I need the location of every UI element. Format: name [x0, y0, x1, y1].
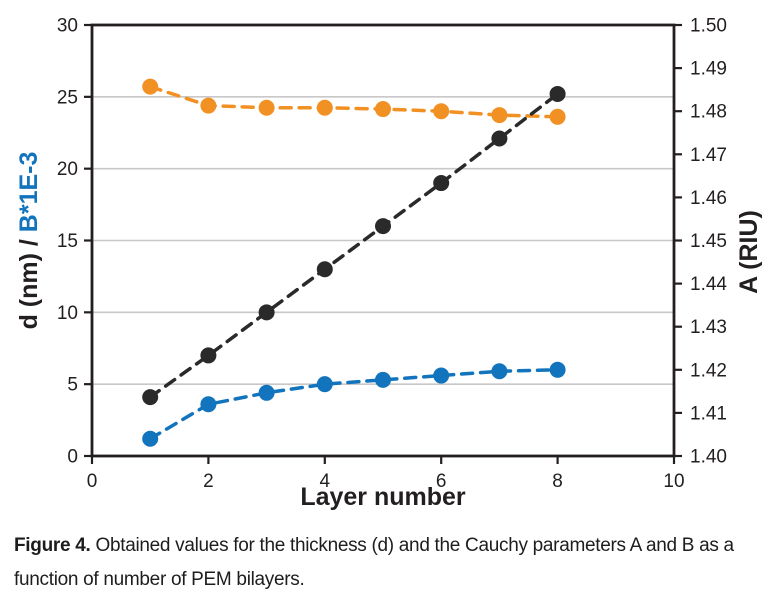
left-axis-title: d (nm) / B*1E-3 — [15, 152, 43, 330]
right-axis-tick-label: 1.46 — [690, 188, 727, 209]
left-axis-tick-label: 10 — [57, 303, 78, 324]
right-axis-tick-label: 1.44 — [690, 274, 727, 295]
data-point — [433, 367, 450, 384]
data-point — [258, 99, 275, 116]
data-point — [142, 389, 159, 406]
right-axis-tick-label: 1.40 — [690, 447, 727, 468]
chart-canvas: 0510152025301.401.411.421.431.441.451.46… — [15, 16, 763, 512]
right-axis-tick-label: 1.47 — [690, 145, 727, 166]
x-axis-tick-label: 6 — [436, 471, 447, 492]
data-point — [491, 107, 508, 124]
left-axis-tick-label: 25 — [57, 87, 78, 108]
right-axis-tick-label: 1.48 — [690, 102, 727, 123]
right-axis-tick-label: 1.43 — [690, 317, 727, 338]
data-point — [549, 85, 566, 102]
data-point — [549, 108, 566, 125]
right-axis-title-group: A (RIU) — [735, 210, 763, 294]
data-point — [433, 175, 450, 192]
data-point — [375, 218, 391, 235]
series-line — [148, 368, 560, 441]
x-axis-tick-label: 10 — [663, 471, 684, 492]
x-axis-title: Layer number — [300, 483, 466, 511]
left-axis-title-d: d (nm) / — [15, 232, 43, 329]
left-axis-tick-label: 30 — [57, 16, 78, 37]
figure-caption: Figure 4. Obtained values for the thickn… — [0, 529, 782, 597]
data-point — [316, 376, 333, 393]
right-axis-tick-label: 1.49 — [690, 59, 727, 80]
data-point — [142, 430, 159, 447]
data-point — [200, 347, 217, 364]
data-point — [316, 99, 333, 116]
x-axis-tick-label: 4 — [320, 471, 331, 492]
data-point — [200, 97, 217, 114]
left-axis-title-group: d (nm) / B*1E-3 — [15, 152, 43, 330]
right-axis-tick-label: 1.41 — [690, 403, 727, 424]
right-axis-tick-label: 1.42 — [690, 360, 727, 381]
left-axis-tick-label: 20 — [57, 159, 78, 180]
data-point — [375, 101, 391, 118]
data-point — [491, 130, 508, 147]
data-point — [258, 384, 275, 401]
x-axis-tick-label: 0 — [87, 471, 98, 492]
right-axis-tick-label: 1.45 — [690, 231, 727, 252]
data-point — [200, 396, 217, 413]
data-point — [549, 361, 566, 378]
left-axis-tick-label: 0 — [67, 447, 78, 468]
left-axis-tick-label: 15 — [57, 231, 78, 252]
x-axis-tick-label: 2 — [203, 471, 214, 492]
figure-caption-text: Obtained values for the thickness (d) an… — [14, 535, 734, 590]
x-axis-tick-label: 8 — [552, 471, 563, 492]
data-point — [491, 363, 508, 380]
data-point — [433, 103, 450, 120]
left-axis-tick-label: 5 — [67, 375, 78, 396]
figure-caption-label: Figure 4. — [14, 535, 91, 556]
right-axis-tick-label: 1.50 — [690, 16, 727, 37]
right-axis-title: A (RIU) — [735, 210, 763, 294]
data-point — [258, 304, 275, 321]
left-axis-title-b: B*1E-3 — [15, 152, 43, 233]
series-line — [148, 92, 560, 399]
data-point — [142, 78, 159, 95]
data-point — [316, 261, 333, 278]
series-line — [148, 84, 560, 119]
data-point — [375, 371, 391, 388]
